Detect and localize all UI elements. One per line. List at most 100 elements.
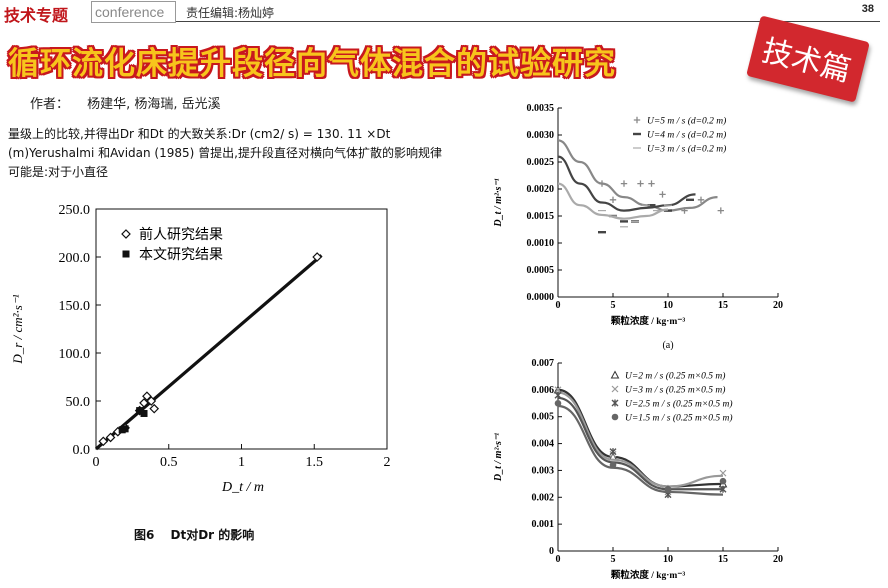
chart_b-y-tick-label: 0.001 xyxy=(532,519,555,530)
chart_a-y-tick-label: 0.0020 xyxy=(527,184,555,195)
chart_b-point-2-3 xyxy=(719,485,727,493)
fig6-legend-label-1: 本文研究结果 xyxy=(139,247,223,263)
chart_b-legend-marker-3 xyxy=(611,413,619,421)
chart_a-x-tick-label: 15 xyxy=(718,300,728,311)
chart_a-legend-marker-0 xyxy=(633,116,641,124)
chart-a-sub-label: (a) xyxy=(662,340,673,350)
authors-line: 作者： 杨建华, 杨海瑞, 岳光溪 xyxy=(30,93,221,112)
chart_b-x-tick-label: 0 xyxy=(556,554,561,565)
chart_a-x-tick-label: 5 xyxy=(611,300,616,311)
fig6-x-tick-label: 0.5 xyxy=(160,455,178,470)
chart_b-y-tick-label: 0.004 xyxy=(532,439,555,450)
fig6-point-0-1 xyxy=(105,432,116,443)
page-number: 38 xyxy=(861,3,874,15)
fig6-legend-marker-1 xyxy=(122,250,130,258)
fig6-point-0-9 xyxy=(312,252,323,262)
chart_a-x-tick-label: 10 xyxy=(663,300,673,311)
fig6-y-tick-label: 250.0 xyxy=(59,203,91,218)
chart_b-x-tick-label: 5 xyxy=(611,554,616,565)
fig6-point-1-2 xyxy=(136,407,144,415)
section-badge: 技术篇 xyxy=(746,15,870,103)
chart_b-point-3-0 xyxy=(554,399,562,407)
authors-label: 作者： xyxy=(30,97,70,112)
fig6-point-0-6 xyxy=(142,391,152,402)
fig6-point-0-5 xyxy=(139,398,149,408)
fig6-legend-marker-0 xyxy=(121,229,131,239)
article-title: 循环流化床提升段径向气体混合的试验研究 xyxy=(8,46,616,82)
fig6-point-1-1 xyxy=(121,425,129,433)
chart_b-point-3-1 xyxy=(609,461,617,469)
fig6-y-tick-label: 150.0 xyxy=(59,299,91,314)
fig6-point-0-0 xyxy=(98,436,109,447)
figure6-caption: 图6 Dt对Dr 的影响 xyxy=(134,528,255,542)
chart_b-y-tick-label: 0.005 xyxy=(532,412,555,423)
chart_b-point-1-3 xyxy=(719,469,727,477)
chart_b-x-tick-label: 15 xyxy=(718,554,728,565)
chart_a-legend-label-0: U=5 m / s (d=0.2 m) xyxy=(647,116,726,127)
chart_a-y-tick-label: 0.0005 xyxy=(527,265,555,276)
chart_a-point-0-7 xyxy=(697,196,705,203)
chart_b-y-tick-label: 0.002 xyxy=(532,492,555,503)
chart_b-legend-marker-1 xyxy=(611,385,619,393)
chart_b-point-3-2 xyxy=(664,485,672,493)
chart_b-legend-label-0: U=2 m / s (0.25 m×0.5 m) xyxy=(625,371,725,382)
chart_a-legend-label-2: U=3 m / s (d=0.2 m) xyxy=(647,144,726,155)
chart_b-point-3-3 xyxy=(719,477,727,485)
fig6-x-tick-label: 2 xyxy=(384,455,391,470)
chart_b-curve-2 xyxy=(557,396,723,491)
chart_b-legend-label-2: U=2.5 m / s (0.25 m×0.5 m) xyxy=(625,399,733,410)
chart_a-y-tick-label: 0.0000 xyxy=(527,292,555,303)
chart_a-y-tick-label: 0.0015 xyxy=(527,211,555,222)
chart-b: 0 0.001 0.002 0.003 0.004 0.005 0.006 0.007 0 5 10… xyxy=(493,358,783,581)
chart_a-legend-label-1: U=4 m / s (d=0.2 m) xyxy=(647,130,726,141)
chart_b-x-tick-label: 20 xyxy=(773,554,783,565)
body-paragraph: 量级上的比较,并得出Dr 和Dt 的大致关系:Dr (cm2/ s) = 130… xyxy=(8,127,442,179)
author-names: 杨建华, 杨海瑞, 岳光溪 xyxy=(87,97,221,112)
chart_b-y-tick-label: 0.003 xyxy=(532,465,555,476)
chart_a-point-0-8 xyxy=(717,207,724,214)
chart-a: 0.0000 0.0005 0.0010 0.0015 0.0020 0.0025 0.00… xyxy=(493,103,783,350)
chart_a-y-tick-label: 0.0025 xyxy=(527,157,555,168)
chart_b-curve-1 xyxy=(557,391,724,488)
chart_a-y-tick-label: 0.0030 xyxy=(527,130,555,141)
fig6-x-axis-label: D_t / m xyxy=(221,480,264,495)
chart_a-point-0-1 xyxy=(609,196,617,203)
fig6-point-1-3 xyxy=(140,409,148,417)
conference-label: conference xyxy=(91,1,176,23)
chart_a-y-tick-label: 0.0035 xyxy=(527,103,555,114)
fig6-y-axis-label: D_r / cm²·s⁻¹ xyxy=(10,294,25,364)
chart_a-point-0-4 xyxy=(648,180,655,187)
fig6-point-0-8 xyxy=(149,403,160,414)
chart_a-x-tick-label: 20 xyxy=(773,300,783,311)
fig6-y-tick-label: 100.0 xyxy=(59,347,91,362)
chart_a-point-0-2 xyxy=(620,180,628,187)
chart_b-y-tick-label: 0 xyxy=(549,546,554,557)
chart_a-y-axis-label: D_t / m²·s⁻¹ xyxy=(493,178,504,227)
chart_a-curve-2 xyxy=(557,182,669,220)
section-badge-text: 技术篇 xyxy=(758,33,855,90)
chart_b-legend-marker-2 xyxy=(611,399,619,407)
chart_b-x-tick-label: 10 xyxy=(663,554,673,565)
fig6-x-tick-label: 1.5 xyxy=(306,455,324,470)
chart_b-curve-3 xyxy=(557,404,724,496)
fig6-y-tick-label: 0.0 xyxy=(73,443,91,458)
chart_b-point-2-0 xyxy=(554,391,562,399)
chart_a-x-tick-label: 0 xyxy=(556,300,561,311)
chart_b-legend-marker-0 xyxy=(610,370,620,379)
fig6-legend-label-0: 前人研究结果 xyxy=(139,226,223,243)
fig6-y-tick-label: 200.0 xyxy=(59,251,91,266)
chart_b-curve-0 xyxy=(557,388,724,488)
chart_b-y-tick-label: 0.007 xyxy=(532,358,555,369)
chart_b-point-1-0 xyxy=(554,386,562,394)
section-tag: 技术专题 xyxy=(4,6,69,25)
fig6-point-0-7 xyxy=(146,396,157,406)
chart_b-legend-label-3: U=1.5 m / s (0.25 m×0.5 m) xyxy=(625,413,733,424)
fig6-y-tick-label: 50.0 xyxy=(66,395,91,410)
chart_a-point-0-3 xyxy=(637,180,644,187)
chart_a-point-0-5 xyxy=(659,191,666,198)
page-header: 技术专题 conference 责任编辑:杨灿婷 38 xyxy=(0,0,888,26)
editor-credit: 责任编辑:杨灿婷 xyxy=(186,6,275,20)
chart_a-point-0-0 xyxy=(598,180,606,187)
chart_a-y-tick-label: 0.0010 xyxy=(527,238,555,249)
header-rule xyxy=(176,21,880,22)
